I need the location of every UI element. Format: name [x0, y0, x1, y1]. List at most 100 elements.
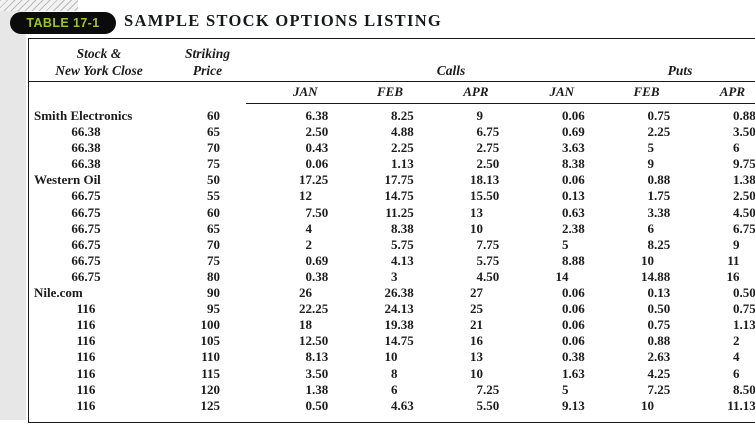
- page-edge-strip: [0, 0, 26, 420]
- call-price-cell: 17.25: [299, 172, 329, 188]
- put-price-cell: 0.06: [562, 172, 585, 188]
- striking-price-cell: 65: [207, 124, 220, 140]
- striking-price-cell: 115: [201, 365, 220, 381]
- stock-close-cell: 66.75: [71, 268, 101, 284]
- call-price-cell: 14.75: [384, 333, 414, 349]
- stock-name-cell: Nile.com: [34, 285, 83, 301]
- table-row: Western Oil 50 17.25 17.75 18.13 0.06 0.88 1.38: [29, 172, 755, 188]
- put-price-cell: 4.25: [647, 365, 671, 381]
- put-price-cell: 0.63: [562, 204, 585, 220]
- put-price-cell: 5: [647, 140, 655, 156]
- call-price-cell: 16: [470, 333, 483, 349]
- call-price-cell: 7.25: [476, 381, 500, 397]
- table-row: 116 105 12.50 14.75 16 0.06 0.88 2: [29, 333, 755, 349]
- call-price-cell: 26: [299, 285, 312, 301]
- put-price-cell: 0.38: [562, 349, 585, 365]
- call-price-cell: 8.13: [305, 349, 329, 365]
- put-price-cell: 11.13: [727, 397, 755, 413]
- put-price-cell: 8.25: [647, 236, 671, 252]
- striking-price-cell: 70: [207, 140, 220, 156]
- put-price-cell: 0.75: [647, 317, 671, 333]
- call-price-cell: 2: [305, 236, 313, 252]
- call-price-cell: 12: [299, 188, 312, 204]
- call-price-cell: 5.75: [476, 252, 500, 268]
- striking-price-cell: 80: [207, 268, 220, 284]
- put-price-cell: 0.06: [562, 301, 585, 317]
- call-price-cell: 4.63: [391, 397, 414, 413]
- put-price-cell: 0.06: [562, 108, 585, 123]
- put-price-cell: 2.38: [562, 220, 585, 236]
- striking-price-cell: 60: [207, 108, 220, 123]
- table-row: 66.75 70 2 5.75 7.75 5 8.25 9: [29, 237, 755, 253]
- put-price-cell: 1.13: [733, 317, 755, 333]
- header-line-2: New York Close Price Calls Puts: [29, 63, 755, 82]
- put-price-cell: 8.50: [733, 381, 755, 397]
- table-row: 66.75 60 7.50 11.25 13 0.63 3.38 4.50: [29, 205, 755, 221]
- call-price-cell: 26.38: [384, 285, 414, 301]
- call-price-cell: 12.50: [299, 333, 329, 349]
- table-row: 116 95 22.25 24.13 25 0.06 0.50 0.75: [29, 301, 755, 317]
- striking-price-cell: 100: [200, 317, 221, 333]
- put-price-cell: 0.50: [647, 301, 671, 317]
- call-price-cell: 10: [384, 349, 398, 365]
- call-price-cell: 0.38: [305, 268, 329, 284]
- call-price-cell: 0.50: [305, 397, 329, 413]
- put-price-cell: 3.50: [733, 124, 755, 140]
- put-price-cell: 9.13: [562, 397, 585, 413]
- striking-price-cell: 90: [207, 285, 220, 301]
- put-price-cell: 9: [733, 236, 740, 252]
- striking-price-cell: 50: [207, 172, 220, 188]
- call-price-cell: 15.50: [470, 188, 500, 204]
- striking-price-cell: 60: [207, 204, 220, 220]
- put-price-cell: 10: [641, 252, 654, 268]
- put-price-cell: 3.38: [647, 204, 671, 220]
- table-row: 66.38 70 0.43 2.25 2.75 3.63 5 6: [29, 140, 755, 156]
- stock-close-cell: 116: [76, 317, 96, 333]
- month-header-puts-apr: APR: [719, 84, 745, 99]
- call-price-cell: 8: [391, 365, 398, 381]
- put-price-cell: 9.75: [733, 156, 755, 172]
- put-price-cell: 16: [726, 268, 740, 284]
- put-price-cell: 6.75: [733, 220, 755, 236]
- table-row: 66.38 65 2.50 4.88 6.75 0.69 2.25 3.50: [29, 124, 755, 140]
- striking-price-cell: 70: [207, 236, 220, 252]
- stock-close-cell: 116: [76, 381, 96, 397]
- put-price-cell: 1.38: [733, 172, 755, 188]
- call-price-cell: 2.75: [476, 140, 500, 156]
- table-row: 116 120 1.38 6 7.25 5 7.25 8.50: [29, 382, 755, 398]
- puts-group-header: Puts: [667, 63, 693, 78]
- call-price-cell: 2.50: [476, 156, 500, 172]
- table-row: 66.75 75 0.69 4.13 5.75 8.88 10 11: [29, 253, 755, 269]
- stock-close-cell: 66.38: [71, 124, 101, 140]
- striking-price-cell: 120: [200, 381, 221, 397]
- call-price-cell: 19.38: [384, 317, 414, 333]
- call-price-cell: 13: [470, 204, 483, 220]
- striking-price-cell: 75: [207, 156, 220, 172]
- stock-column-header-line1: Stock &: [76, 46, 122, 61]
- put-price-cell: 8.88: [562, 252, 585, 268]
- call-price-cell: 13: [470, 349, 483, 365]
- call-price-cell: 5.75: [391, 236, 414, 252]
- table-row: 116 100 18 19.38 21 0.06 0.75 1.13: [29, 317, 755, 333]
- put-price-cell: 6: [647, 220, 655, 236]
- put-price-cell: 8.38: [562, 156, 585, 172]
- call-price-cell: 7.75: [476, 236, 500, 252]
- call-price-cell: 10: [470, 220, 483, 236]
- call-price-cell: 6: [391, 381, 398, 397]
- stock-name-cell: Western Oil: [34, 172, 101, 188]
- put-price-cell: 10: [641, 397, 654, 413]
- put-price-cell: 0.06: [562, 333, 585, 349]
- options-listing-table: Stock & Striking New York Close Price Ca…: [28, 38, 755, 423]
- call-price-cell: 0.06: [305, 156, 329, 172]
- call-price-cell: 4: [305, 220, 313, 236]
- table-row: 66.75 65 4 8.38 10 2.38 6 6.75: [29, 221, 755, 237]
- calls-group-header: Calls: [436, 63, 466, 78]
- put-price-cell: 11: [727, 252, 740, 268]
- table-number-badge: TABLE 17-1: [10, 12, 116, 34]
- stock-close-cell: 66.75: [71, 204, 101, 220]
- put-price-cell: 0.69: [562, 124, 585, 140]
- table-row: 66.75 55 12 14.75 15.50 0.13 1.75 2.50: [29, 188, 755, 204]
- striking-price-cell: 110: [201, 349, 220, 365]
- page-corner-hatch-texture: [0, 0, 78, 11]
- put-price-cell: 1.63: [562, 365, 585, 381]
